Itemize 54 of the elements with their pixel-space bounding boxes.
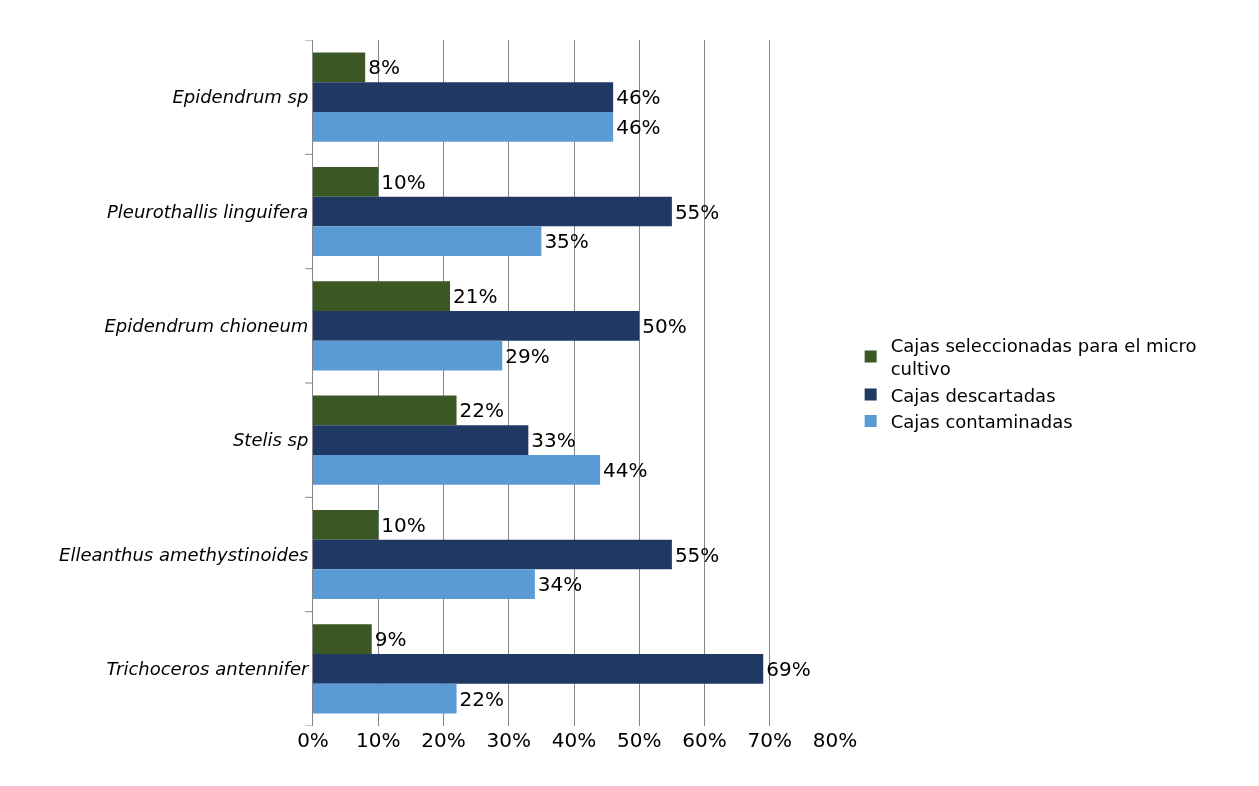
data-label: 22% — [459, 686, 504, 711]
y-tick-label: Epidendrum sp — [172, 86, 309, 108]
x-tick-label: 50% — [617, 728, 662, 752]
data-label: 55% — [674, 199, 720, 224]
bar — [313, 539, 672, 570]
bar — [313, 112, 614, 142]
bar — [313, 166, 379, 197]
bar — [313, 226, 542, 257]
x-tick-label: 30% — [486, 728, 531, 752]
y-tick-label: Epidendrum chioneum — [104, 315, 309, 337]
x-tick-label: 70% — [747, 728, 792, 752]
data-label: 33% — [531, 428, 576, 453]
data-label: 44% — [603, 457, 648, 482]
legend-label: Cajas contaminadas — [890, 410, 1073, 432]
data-label: 10% — [381, 169, 426, 194]
bar — [313, 310, 640, 341]
bar — [313, 509, 379, 540]
bar — [313, 52, 366, 83]
data-label: 9% — [374, 627, 407, 652]
bar — [313, 624, 372, 654]
data-label: 50% — [642, 313, 687, 338]
data-label: 10% — [381, 512, 426, 537]
x-tick-label: 60% — [682, 728, 727, 752]
data-label: 22% — [459, 398, 504, 423]
x-tick-label: 80% — [812, 728, 858, 752]
data-label: 69% — [766, 656, 811, 681]
x-tick-label: 40% — [551, 728, 597, 752]
x-tick-label: 10% — [356, 728, 401, 752]
data-label: 35% — [544, 229, 589, 254]
bar — [313, 569, 535, 600]
bar — [313, 395, 457, 426]
y-tick-label: Stelis sp — [232, 429, 309, 451]
bar — [313, 340, 503, 371]
x-tick-label: 20% — [421, 728, 466, 752]
bar — [313, 196, 672, 227]
y-tick-label: Elleanthus amethystinoides — [59, 543, 309, 565]
data-label: 29% — [505, 343, 550, 368]
legend-label: Cajas descartadas — [890, 384, 1056, 406]
data-label: 55% — [674, 542, 720, 567]
y-tick-label: Trichoceros antennifer — [106, 658, 310, 680]
bar — [313, 455, 601, 485]
bar — [313, 425, 529, 456]
bar — [313, 653, 764, 684]
data-label: 46% — [616, 85, 661, 110]
bar — [313, 82, 614, 113]
data-label: 34% — [537, 572, 583, 597]
y-tick-label: Pleurothallis linguifera — [106, 200, 309, 222]
bar — [313, 683, 457, 714]
bar — [313, 281, 451, 311]
legend-label: Cajas seleccionadas para el micro cultivo — [890, 334, 1197, 380]
data-label: 21% — [453, 284, 498, 309]
data-label: 8% — [368, 55, 400, 80]
x-tick-label: 0% — [297, 728, 329, 752]
data-label: 46% — [616, 114, 661, 139]
